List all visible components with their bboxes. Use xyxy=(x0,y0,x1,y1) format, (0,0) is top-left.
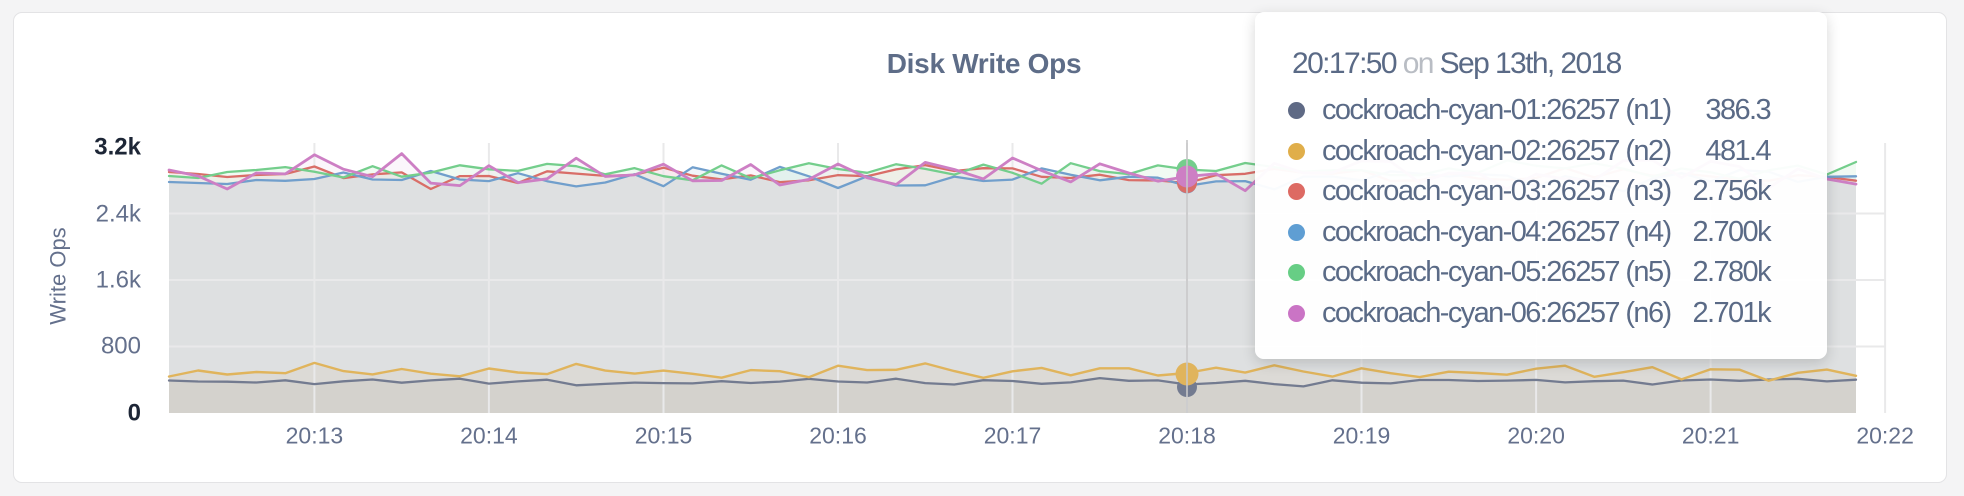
svg-text:2.4k: 2.4k xyxy=(96,201,142,228)
svg-text:Write Ops: Write Ops xyxy=(46,227,71,324)
svg-text:20:22: 20:22 xyxy=(1856,423,1914,449)
svg-text:1.6k: 1.6k xyxy=(96,267,142,294)
svg-text:20:13: 20:13 xyxy=(286,423,344,449)
svg-text:Disk Write Ops: Disk Write Ops xyxy=(887,48,1081,79)
svg-text:0: 0 xyxy=(128,400,141,427)
svg-text:20:17: 20:17 xyxy=(984,423,1042,449)
svg-text:800: 800 xyxy=(101,333,141,360)
svg-text:20:21: 20:21 xyxy=(1682,423,1740,449)
svg-text:3.2k: 3.2k xyxy=(94,134,141,161)
svg-text:20:14: 20:14 xyxy=(460,423,518,449)
svg-text:20:18: 20:18 xyxy=(1158,423,1216,449)
svg-text:20:16: 20:16 xyxy=(809,423,867,449)
svg-text:20:20: 20:20 xyxy=(1507,423,1565,449)
svg-text:20:19: 20:19 xyxy=(1333,423,1391,449)
svg-text:20:15: 20:15 xyxy=(635,423,693,449)
